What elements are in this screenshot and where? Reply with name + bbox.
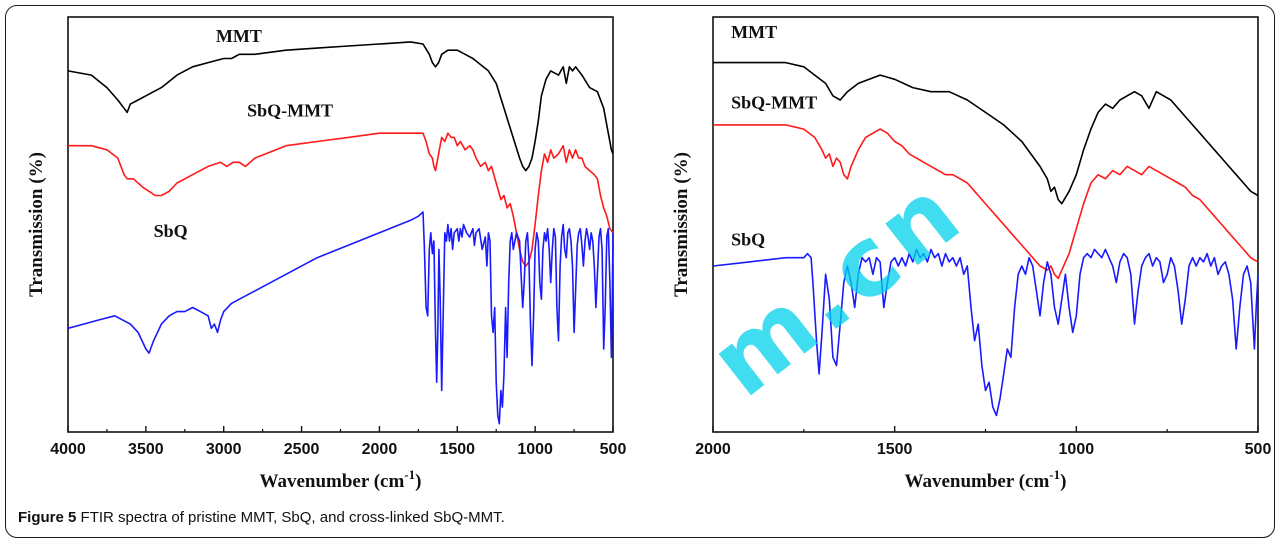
- x-tick-label: 4000: [50, 441, 86, 458]
- chart-panel-2: 2000 1500 1000 500 Wavenumber (cm-1) Transmis…: [671, 16, 1272, 492]
- series-label-mmt: MMT: [731, 22, 777, 42]
- series-line-sbq: [712, 248, 1259, 417]
- caption-text: FTIR spectra of pristine MMT, SbQ, and c…: [80, 509, 505, 526]
- x-tick-label: 500: [600, 441, 627, 458]
- figure-frame: [5, 5, 1275, 538]
- series-label-sbq: SbQ: [731, 229, 765, 249]
- x-tick-label: 1000: [517, 441, 553, 458]
- y-axis-title: Transmission (%): [671, 152, 692, 297]
- x-axis-title: Wavenumber (cm-1): [260, 467, 422, 492]
- figure-caption: Figure 5 FTIR spectra of pristine MMT, S…: [18, 509, 505, 526]
- x-tick-label: 1500: [439, 441, 475, 458]
- series-line-mmt: [713, 61, 1259, 205]
- series-line-mmt: [67, 41, 614, 172]
- chart-panel-1: 4000 3500 3000 2500 2000 1500 1000 500 Wavenumbe…: [26, 16, 627, 492]
- series-line-sbq: [67, 211, 614, 425]
- x-tick-label: 3000: [206, 441, 242, 458]
- x-axis-title: Wavenumber (cm-1): [905, 467, 1067, 492]
- plot-frame: [67, 16, 614, 433]
- series-label-sbq-mmt: SbQ-MMT: [731, 92, 817, 112]
- x-tick-label: 500: [1245, 441, 1272, 458]
- x-tick-label: 2500: [284, 441, 320, 458]
- series-label-sbq: SbQ: [154, 221, 188, 241]
- series-label-mmt: MMT: [216, 26, 262, 46]
- x-tick-label: 3500: [128, 441, 164, 458]
- x-tick-label: 2000: [695, 441, 731, 458]
- y-axis-title: Transmission (%): [26, 152, 47, 297]
- x-tick-label: 1500: [877, 441, 913, 458]
- series-line-sbq-mmt: [68, 132, 614, 267]
- x-tick-label: 1000: [1059, 441, 1095, 458]
- caption-label: Figure 5: [18, 509, 77, 526]
- series-label-sbq-mmt: SbQ-MMT: [247, 101, 333, 121]
- x-tick-label: 2000: [362, 441, 398, 458]
- series-line-sbq-mmt: [713, 124, 1259, 280]
